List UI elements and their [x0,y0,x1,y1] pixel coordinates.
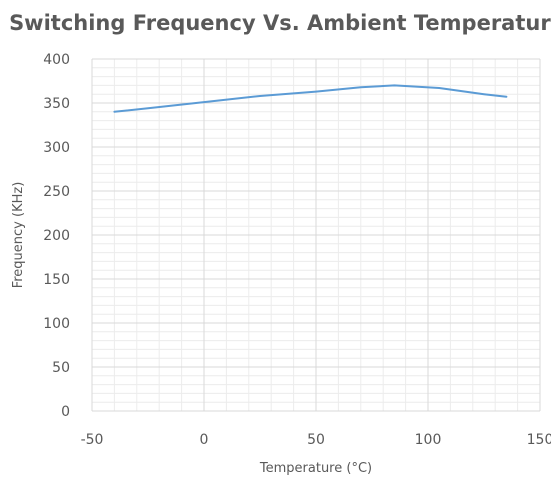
y-tick-label: 200 [43,228,70,244]
series-line-frequency [113,84,508,113]
y-axis-title: Frequency (KHz) [11,182,26,289]
tick-labels: 0 50 100 150 200 250 300 350 400 -50 0 50 100 150 [43,52,551,448]
x-tick-label: 0 [200,432,209,448]
x-tick-label: -50 [81,432,104,448]
x-axis-title: Temperature (°C) [259,461,372,476]
y-tick-label: 300 [43,140,70,156]
y-tick-label: 100 [43,316,70,332]
y-tick-label: 250 [43,184,70,200]
x-tick-label: 50 [307,432,325,448]
chart-title: Switching Frequency Vs. Ambient Temperat… [9,11,551,35]
y-tick-label: 0 [61,404,70,420]
series-layer [113,84,508,113]
grid [91,58,541,412]
y-tick-label: 150 [43,272,70,288]
y-tick-label: 400 [43,52,70,68]
y-tick-label: 350 [43,96,70,112]
x-tick-label: 100 [415,432,442,448]
y-tick-label: 50 [52,360,70,376]
x-tick-label: 150 [527,432,551,448]
